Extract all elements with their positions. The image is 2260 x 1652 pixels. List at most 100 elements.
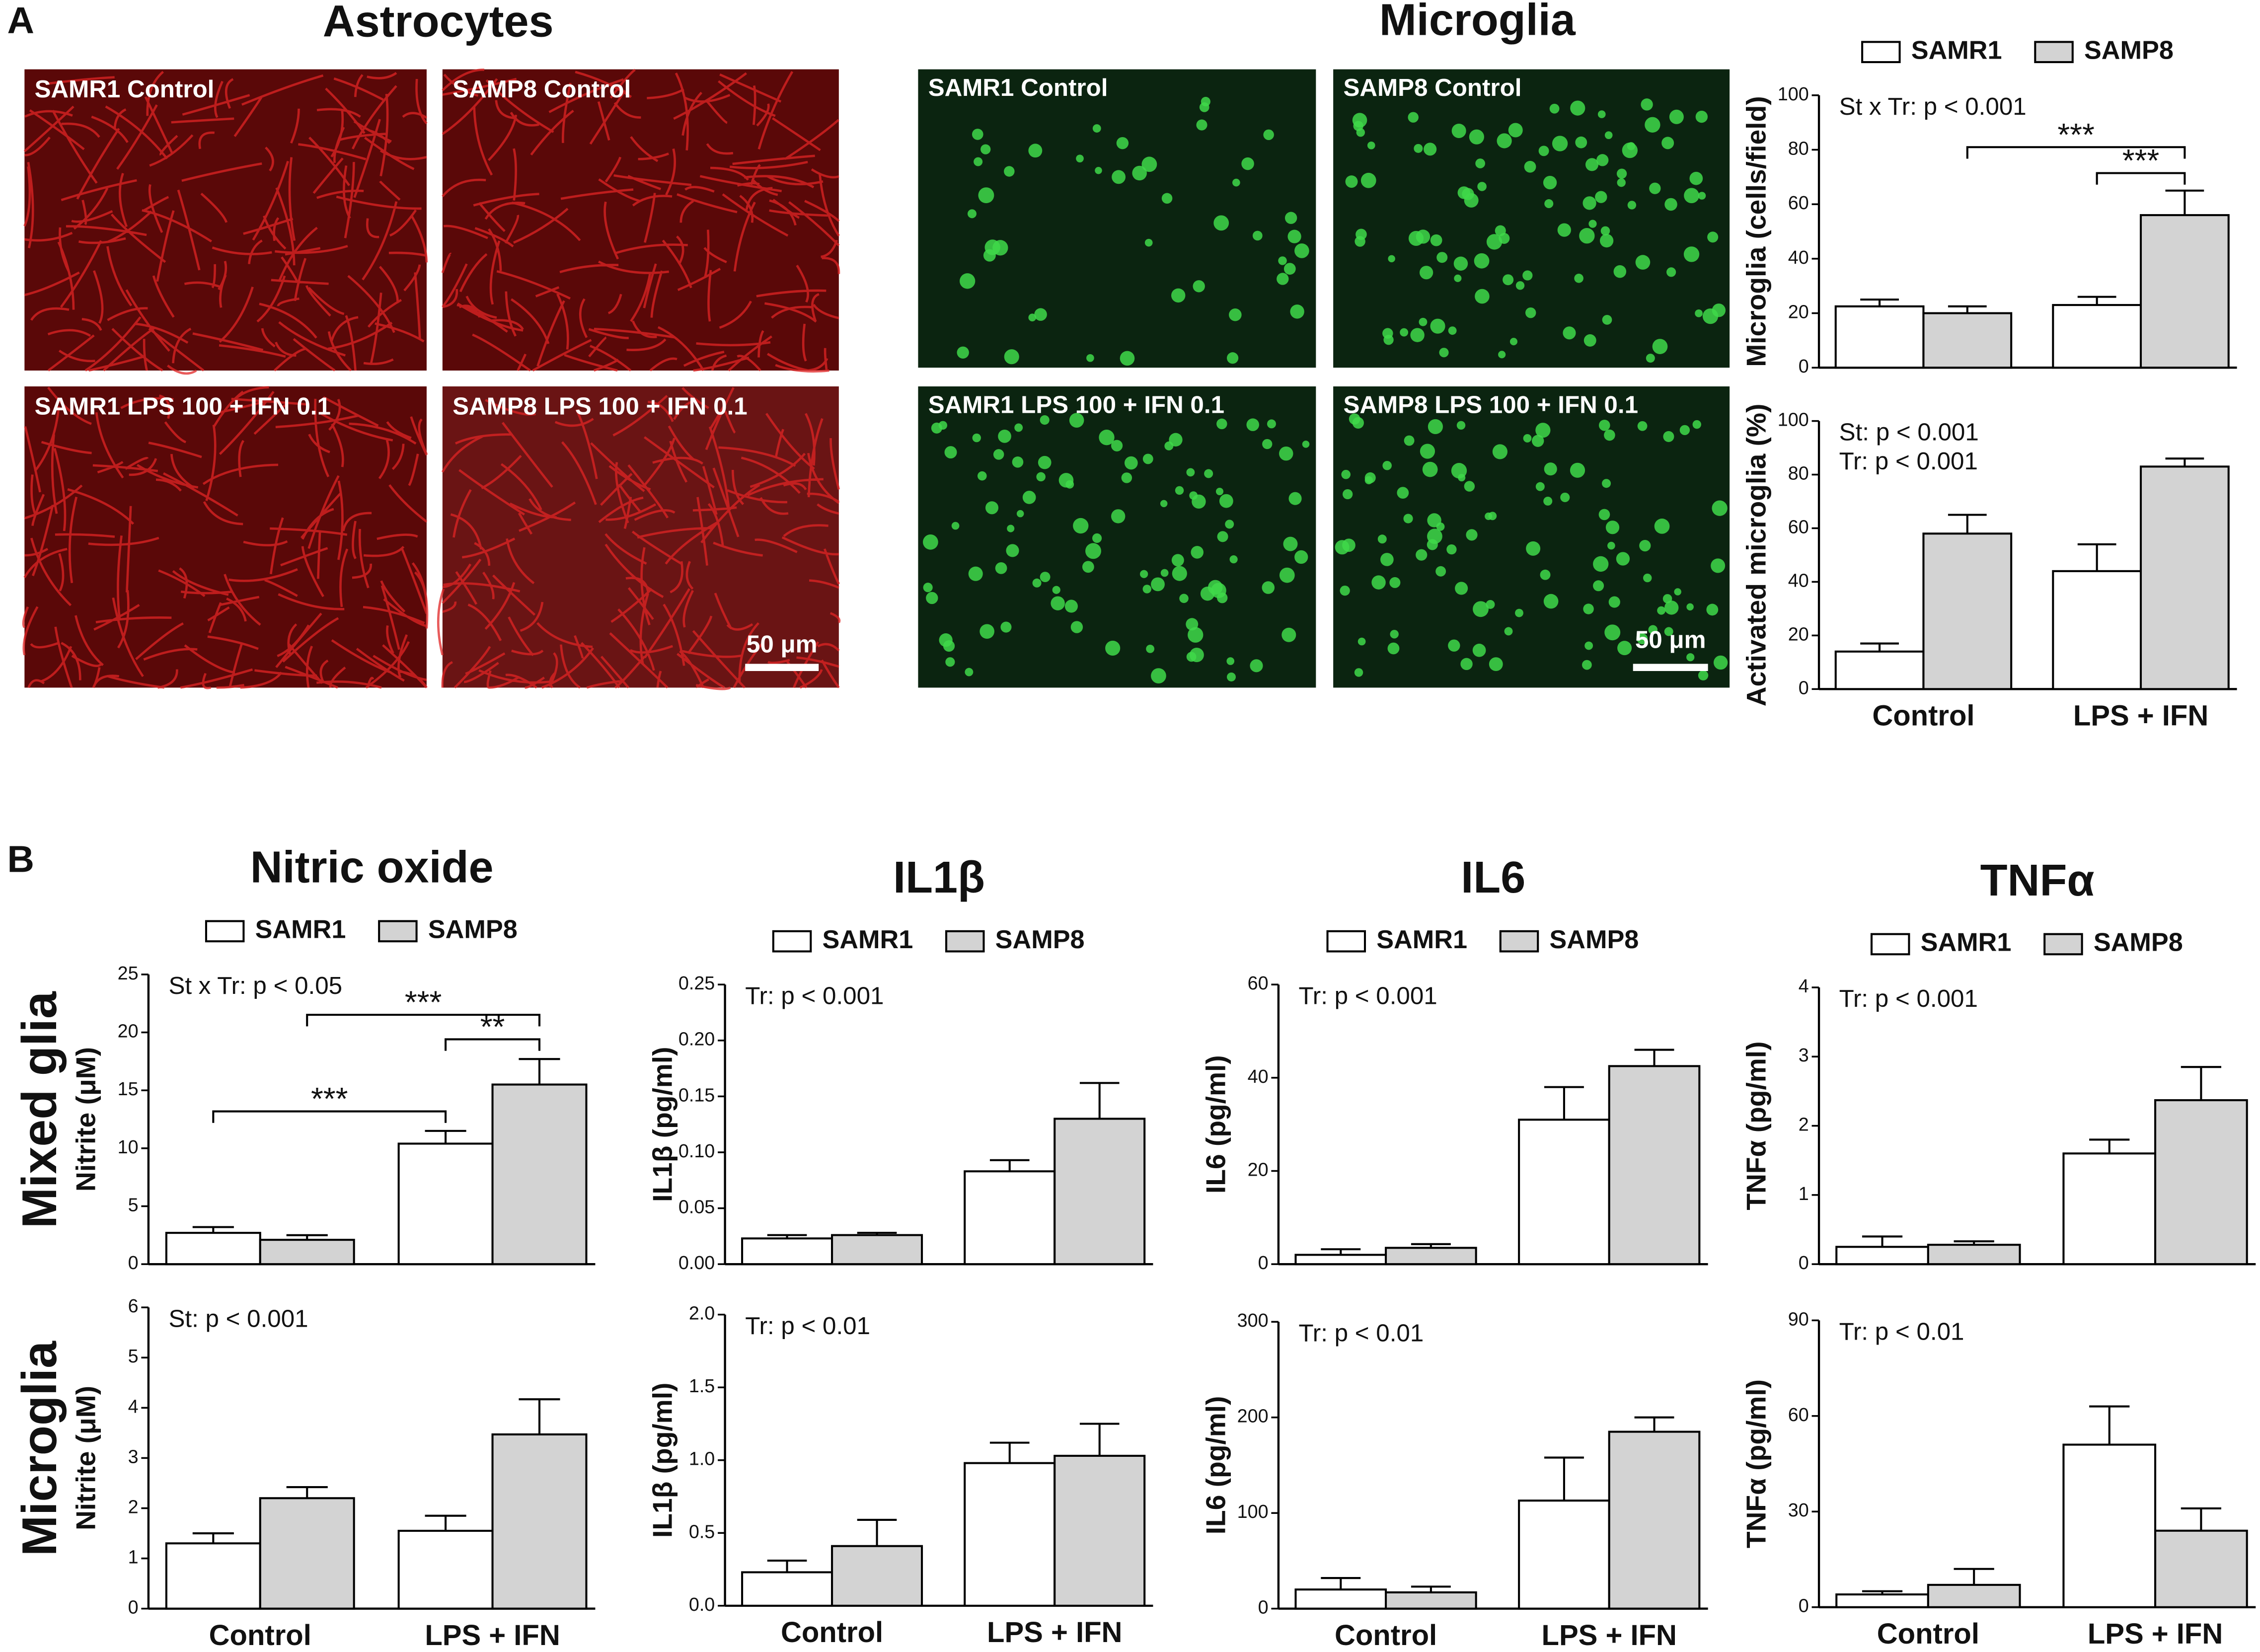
- cell: [1263, 129, 1274, 141]
- cell: [1679, 425, 1690, 436]
- image-label: SAMP8 LPS 100 + IFN 0.1: [1343, 391, 1638, 419]
- bar: [1835, 1246, 1929, 1266]
- panel-label: B: [7, 838, 34, 880]
- error-bar: [192, 1532, 234, 1544]
- bar: [1385, 1247, 1477, 1266]
- stat-annotation: Tr: p < 0.001: [1299, 982, 1437, 1009]
- cell: [1604, 429, 1615, 441]
- y-tick-label: 0: [1258, 1597, 1269, 1618]
- cell: [1608, 596, 1620, 608]
- bar: [964, 1462, 1056, 1607]
- cell: [1574, 274, 1583, 283]
- y-axis-label: Microglia (cells/field): [1741, 96, 1772, 367]
- cell: [1430, 234, 1442, 246]
- cell: [1436, 252, 1448, 263]
- cell: [1583, 603, 1594, 614]
- cell: [1596, 154, 1609, 166]
- legend-label: SAMR1: [1921, 928, 2012, 957]
- bar: [165, 1232, 261, 1266]
- y-tick-label: 0: [1799, 1595, 1809, 1616]
- cell: [1099, 430, 1115, 446]
- cell: [1229, 555, 1238, 564]
- bar: [1294, 1254, 1387, 1266]
- cell: [1160, 500, 1168, 508]
- y-axis-label: TNFα (pg/ml): [1741, 1042, 1772, 1210]
- y-tick-label: 40: [1788, 247, 1809, 268]
- cell: [1288, 492, 1302, 505]
- y-tick-label: 1.5: [689, 1375, 715, 1396]
- cell: [1712, 500, 1728, 516]
- x-tick-label: Control: [1872, 700, 1974, 732]
- cell: [1388, 255, 1395, 263]
- cell: [1367, 141, 1375, 150]
- legend-swatch: [945, 930, 985, 953]
- legend-swatch: [1870, 933, 1910, 956]
- legend-label: SAMR1: [255, 915, 346, 944]
- cell: [1428, 419, 1443, 435]
- cell: [1172, 566, 1187, 581]
- significance-label: ***: [2122, 143, 2160, 178]
- cell: [1000, 621, 1012, 633]
- bar: [1834, 650, 1925, 690]
- cell: [965, 668, 974, 676]
- cell: [1543, 496, 1553, 506]
- cell: [1410, 328, 1425, 342]
- cell: [1354, 668, 1363, 677]
- stat-annotation: St x Tr: p < 0.05: [169, 972, 343, 999]
- cell: [1287, 229, 1301, 243]
- scale-bar-label: 50 μm: [747, 630, 818, 658]
- stat-annotation: Tr: p < 0.01: [745, 1312, 870, 1340]
- cell: [1663, 431, 1674, 442]
- cell: [1051, 596, 1065, 610]
- error-bar: [519, 1398, 560, 1434]
- cell: [1498, 351, 1506, 359]
- y-tick-label: 60: [1788, 516, 1809, 537]
- y-tick-label: 100: [1237, 1501, 1269, 1522]
- error-bar: [857, 1518, 897, 1546]
- cell: [1661, 137, 1674, 150]
- bar: [2154, 1099, 2248, 1266]
- cell: [1582, 196, 1596, 210]
- cell: [1335, 540, 1350, 555]
- cell: [1146, 644, 1155, 653]
- cell: [1124, 456, 1138, 470]
- cell: [1652, 339, 1668, 354]
- cell: [1635, 255, 1651, 270]
- legend-swatch: [1326, 930, 1366, 953]
- cell: [1007, 525, 1015, 532]
- cell: [1217, 531, 1228, 542]
- cell: [1225, 520, 1234, 529]
- cell: [1637, 633, 1648, 645]
- cell: [1600, 226, 1610, 236]
- cell: [1229, 308, 1242, 321]
- cell: [1040, 415, 1050, 425]
- cell: [1014, 423, 1023, 432]
- error-bar: [2165, 189, 2204, 216]
- legend-label: SAMR1: [1376, 925, 1467, 954]
- cell: [1277, 273, 1289, 285]
- cell: [1341, 469, 1351, 479]
- cell: [1639, 539, 1651, 552]
- significance-bracket: [445, 1038, 541, 1051]
- cell: [1294, 550, 1308, 564]
- error-bar: [1079, 1423, 1120, 1456]
- y-tick-label: 0: [1799, 1252, 1809, 1273]
- section-title: Astrocytes: [323, 0, 554, 46]
- legend-swatch: [772, 930, 812, 953]
- significance-label: ***: [2057, 117, 2095, 152]
- cell: [1472, 643, 1486, 657]
- y-tick-label: 0: [1799, 356, 1809, 376]
- y-tick-label: 1.0: [689, 1448, 715, 1469]
- cell: [1664, 627, 1673, 636]
- cell: [1446, 544, 1457, 555]
- y-tick-label: 5: [128, 1194, 139, 1215]
- cell: [1356, 228, 1367, 240]
- cell: [1570, 462, 1585, 478]
- cell: [1064, 600, 1078, 613]
- y-axis-label: IL6 (pg/ml): [1201, 1396, 1231, 1535]
- cell: [1034, 308, 1047, 321]
- cell: [1086, 354, 1094, 362]
- cell: [1141, 156, 1157, 172]
- bar: [741, 1237, 833, 1266]
- cell: [1227, 352, 1239, 364]
